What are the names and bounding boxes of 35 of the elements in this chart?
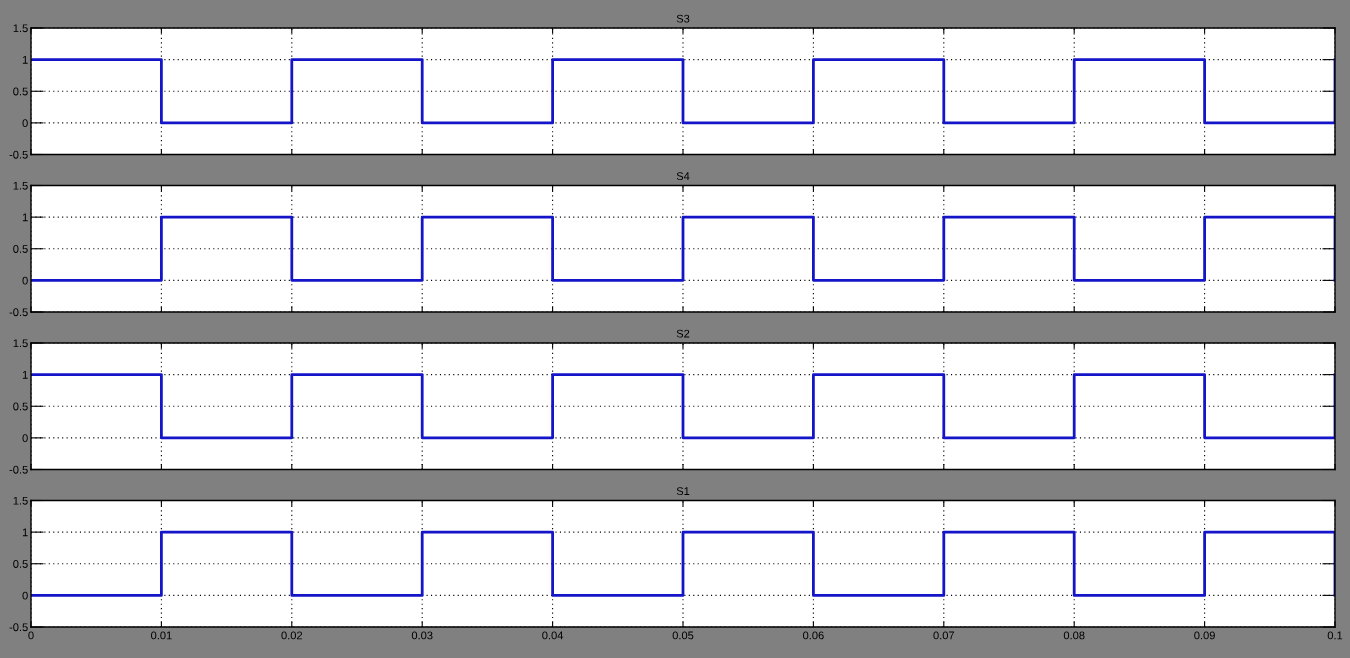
chart-title: S2 — [676, 329, 690, 338]
y-tick-label: 0 — [22, 276, 28, 285]
y-tick-label: -0.5 — [9, 150, 28, 159]
chart-title: S3 — [676, 14, 690, 23]
y-tick-label: 1.5 — [13, 181, 28, 190]
y-tick-label: 1 — [22, 56, 28, 64]
y-tick-label: 1 — [22, 213, 28, 222]
x-tick-label: 0.02 — [281, 631, 303, 640]
x-tick-label: 0.04 — [542, 631, 564, 640]
y-tick-label: 1.5 — [13, 24, 28, 33]
x-tick-label: 0.09 — [1194, 631, 1215, 640]
y-tick-label: 1 — [22, 371, 28, 379]
y-tick-label: 0 — [22, 591, 28, 600]
y-tick-label: 1.5 — [13, 496, 28, 505]
y-tick-label: 0.5 — [13, 560, 28, 568]
x-tick-label: 0.1 — [1327, 631, 1343, 640]
chart-title: S4 — [676, 172, 690, 181]
y-tick-label: -0.5 — [9, 308, 28, 317]
chart-title: S1 — [676, 487, 690, 496]
x-tick-label: 0 — [28, 631, 34, 640]
x-tick-label: 0.03 — [411, 631, 433, 640]
y-tick-label: 0.5 — [13, 402, 28, 411]
x-tick-label: 0.08 — [1063, 631, 1085, 640]
y-tick-label: 0 — [22, 119, 28, 128]
x-tick-label: 0.07 — [933, 631, 955, 640]
x-tick-label: 0.01 — [151, 631, 172, 640]
y-tick-label: 0.5 — [13, 87, 28, 96]
y-tick-label: 1.5 — [13, 339, 28, 348]
x-tick-label: 0.05 — [672, 631, 694, 640]
y-tick-label: 1 — [22, 528, 28, 537]
y-tick-label: 0 — [22, 434, 28, 443]
x-tick-label: 0.06 — [803, 631, 824, 640]
y-tick-label: 0.5 — [13, 245, 28, 253]
y-tick-label: -0.5 — [9, 623, 28, 632]
y-tick-label: -0.5 — [9, 465, 28, 474]
